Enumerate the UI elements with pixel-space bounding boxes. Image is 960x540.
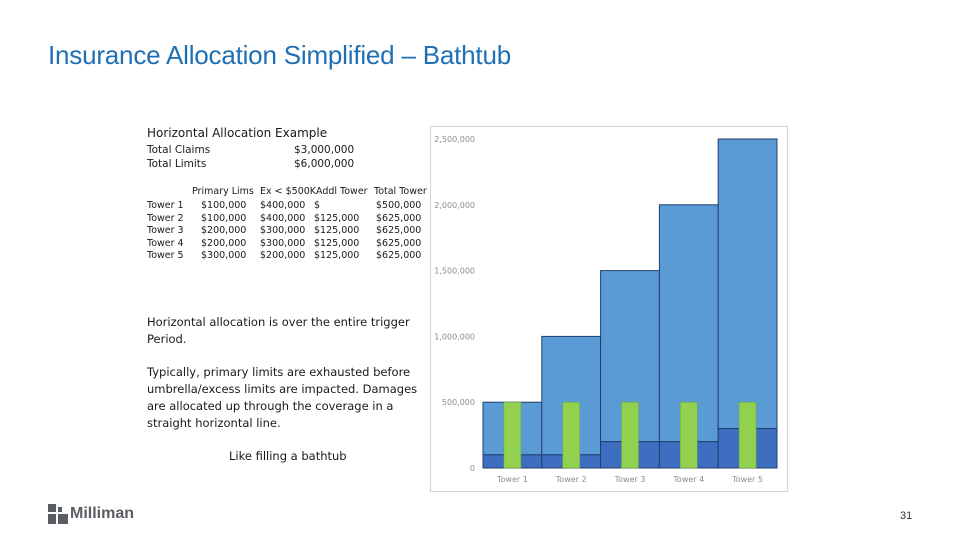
table-cell-primary-limit: $100,000 (201, 200, 247, 211)
table-cell-excess-limit: $300,000 (260, 237, 306, 249)
column-header-total: Total Tower (374, 186, 427, 197)
y-tick-label: 1,500,000 (434, 267, 475, 276)
table-cell-primary-limit: $200,000 (201, 237, 247, 249)
page-number: 31 (900, 510, 913, 522)
table-cell-excess-limit: $400,000 (260, 212, 306, 224)
bar-allocated-damages (562, 401, 580, 469)
table-cell-total-tower: $625,000 (376, 212, 422, 224)
column-header-primary: Primary Lims (192, 186, 254, 197)
bathtub-chart-svg: 0 500,000 1,000,000 1,500,000 2,000,000 2,500… (434, 135, 778, 484)
bar-allocated-damages (738, 401, 757, 469)
table-cell-primary-limit: $200,000 (201, 225, 247, 237)
bathtub-chart: 0 500,000 1,000,000 1,500,000 2,000,000 2,500… (430, 126, 788, 492)
x-tick-label: Tower 5 (731, 475, 763, 484)
bar-allocated-damages (680, 401, 698, 469)
y-tick-label: 2,000,000 (434, 201, 475, 210)
table-cell-tower-name: Tower 2 (147, 212, 184, 224)
total-limits-label: Total Limits (147, 158, 207, 170)
milliman-logo-icon (48, 504, 68, 524)
milliman-logo-text: Milliman (70, 505, 135, 522)
y-tick-label: 2,500,000 (434, 135, 475, 144)
total-limits-value: $6,000,000 (294, 158, 355, 170)
table-cell-additional-tower: $125,000 (314, 225, 360, 237)
x-tick-label: Tower 1 (496, 475, 528, 484)
table-cell-excess-limit: $400,000 (260, 200, 306, 211)
table-cell-additional-tower: $ (314, 200, 321, 211)
table-cell-primary-limit: $300,000 (201, 250, 247, 262)
column-header-addl: Addl Tower (316, 186, 368, 197)
total-limits-row: Total Limits $6,000,000 (147, 158, 354, 170)
table-cell-additional-tower: $125,000 (314, 237, 360, 249)
total-claims-value: $3,000,000 (294, 144, 355, 156)
table-cell-additional-tower: $125,000 (314, 250, 360, 262)
y-tick-label: 500,000 (442, 398, 475, 407)
note-exhaustion: Typically, primary limits are exhausted … (147, 365, 418, 430)
table-cell-tower-name: Tower 4 (147, 237, 184, 249)
slide-title: Insurance Allocation Simplified – Bathtu… (48, 40, 511, 70)
table-cell-total-tower: $625,000 (376, 250, 422, 262)
table-cell-tower-name: Tower 3 (147, 225, 184, 237)
table-cell-tower-name: Tower 5 (147, 250, 184, 262)
y-tick-label: 0 (470, 464, 475, 473)
table-cell-excess-limit: $300,000 (260, 225, 306, 237)
table-cell-total-tower: $500,000 (376, 200, 422, 211)
table-cell-primary-limit: $100,000 (201, 212, 247, 224)
table-cell-excess-limit: $200,000 (260, 250, 306, 262)
bar-allocated-damages (503, 401, 522, 469)
bar-excess-limit (717, 138, 778, 430)
table-cell-tower-name: Tower 1 (147, 200, 184, 211)
note-trigger-period: Horizontal allocation is over the entire… (147, 315, 410, 346)
x-tick-label: Tower 4 (672, 475, 704, 484)
y-tick-label: 1,000,000 (434, 332, 475, 341)
table-cell-total-tower: $625,000 (376, 237, 422, 249)
total-claims-row: Total Claims $3,000,000 (147, 144, 354, 156)
bar-allocated-damages (621, 401, 639, 469)
column-header-ex: Ex < $500K (260, 186, 317, 197)
example-heading: Horizontal Allocation Example (147, 126, 328, 140)
total-claims-label: Total Claims (147, 144, 211, 156)
x-tick-label: Tower 2 (555, 475, 587, 484)
table-cell-total-tower: $625,000 (376, 225, 422, 237)
x-tick-label: Tower 3 (614, 475, 646, 484)
note-bathtub: Like filling a bathtub (229, 449, 347, 463)
table-cell-additional-tower: $125,000 (314, 212, 360, 224)
